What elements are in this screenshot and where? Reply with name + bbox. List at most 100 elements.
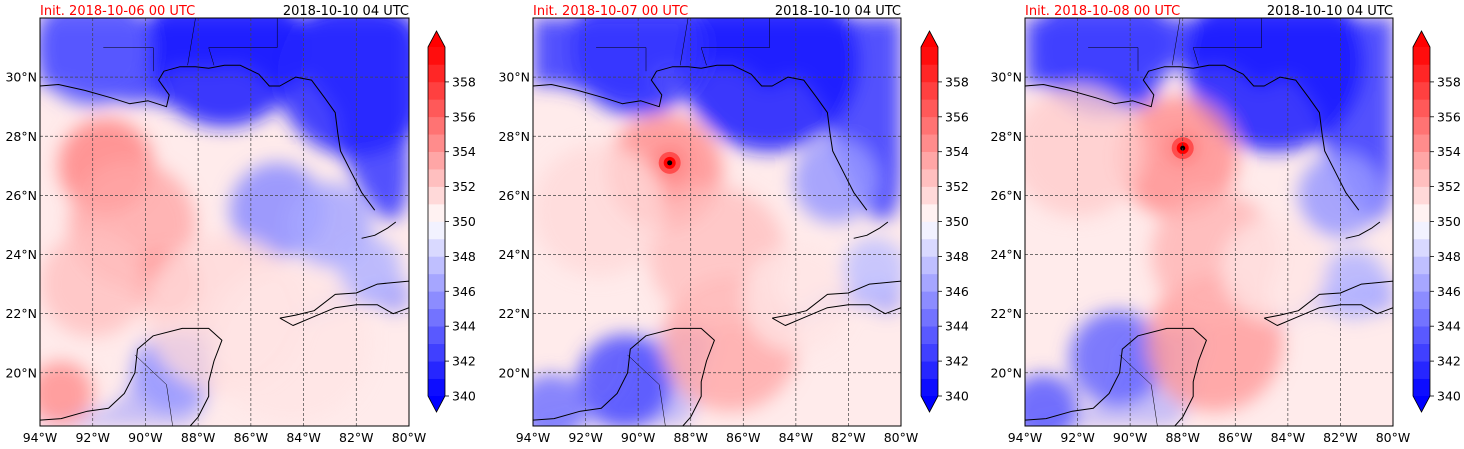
latitude-tick-label: 30°N xyxy=(498,70,530,85)
colorbar-segment xyxy=(428,326,445,344)
colorbar-segment xyxy=(428,134,445,152)
longitude-tick-label: 84°W xyxy=(779,430,814,445)
colorbar-segment xyxy=(1413,151,1430,170)
panel-2-valid-label: 2018-10-10 04 UTC xyxy=(775,4,901,19)
panel-3-colorbar: 340 342 344 346 348 350 352 354 356 358 xyxy=(1412,30,1461,413)
colorbar-extend-high xyxy=(1413,31,1430,47)
colorbar-segment xyxy=(1413,256,1430,275)
panel-3-longitude-axis: 94°W 92°W 90°W 88°W 86°W 84°W 82°W 80°W xyxy=(1008,430,1411,445)
colorbar-segment xyxy=(1413,47,1430,65)
longitude-tick-label: 84°W xyxy=(1271,430,1306,445)
colorbar-tick-label: 352 xyxy=(1437,179,1461,194)
panel-3-map-area xyxy=(1024,17,1394,427)
colorbar-segment xyxy=(1413,291,1430,310)
colorbar-segment xyxy=(428,116,445,135)
colorbar-extend-low xyxy=(1413,396,1430,412)
colorbar-extend-high xyxy=(921,31,938,47)
colorbar-segment xyxy=(921,221,938,240)
colorbar-segment xyxy=(921,116,938,135)
longitude-tick-label: 86°W xyxy=(726,430,761,445)
longitude-tick-label: 92°W xyxy=(568,430,603,445)
colorbar-tick-label: 354 xyxy=(452,144,476,159)
storm-eye xyxy=(667,160,673,166)
colorbar-tick-label: 340 xyxy=(1437,389,1461,404)
panel-1-latitude-axis: 20°N 22°N 24°N 26°N 28°N 30°N xyxy=(5,70,37,381)
colorbar-tick-label: 358 xyxy=(1437,74,1461,89)
colorbar-segment xyxy=(428,308,445,327)
colorbar-tick-label: 340 xyxy=(452,389,476,404)
longitude-tick-label: 80°W xyxy=(392,430,427,445)
colorbar-tick-label: 352 xyxy=(945,179,969,194)
colorbar-extend-low xyxy=(428,396,445,412)
longitude-tick-label: 90°W xyxy=(1113,430,1148,445)
colorbar-segment xyxy=(428,47,445,65)
colorbar-segment xyxy=(921,204,938,222)
map-frame xyxy=(1024,17,1394,427)
longitude-tick-label: 92°W xyxy=(1060,430,1095,445)
latitude-tick-label: 26°N xyxy=(5,188,37,203)
colorbar-segment xyxy=(1413,273,1430,292)
colorbar-segment xyxy=(428,238,445,257)
latitude-tick-label: 22°N xyxy=(990,306,1022,321)
colorbar-segment xyxy=(428,204,445,222)
panel-2-map-area xyxy=(532,17,902,427)
map-frame xyxy=(39,17,410,427)
longitude-tick-label: 90°W xyxy=(621,430,656,445)
colorbar-tick-label: 356 xyxy=(945,109,969,124)
colorbar-tick-label: 340 xyxy=(945,389,969,404)
colorbar-tick-label: 346 xyxy=(1437,284,1461,299)
coastlines xyxy=(533,18,901,426)
colorbar-segment xyxy=(428,378,445,397)
colorbar-segment xyxy=(428,151,445,170)
colorbar-tick-label: 358 xyxy=(452,74,476,89)
latitude-tick-label: 24°N xyxy=(498,247,530,262)
latitude-tick-label: 22°N xyxy=(498,306,530,321)
map-frame xyxy=(532,17,902,427)
longitude-tick-label: 88°W xyxy=(1165,430,1200,445)
colorbar-segment xyxy=(921,256,938,275)
colorbar-segment xyxy=(428,221,445,240)
colorbar-segment xyxy=(428,64,445,83)
colorbar-segment xyxy=(921,81,938,100)
longitude-tick-label: 94°W xyxy=(23,430,58,445)
latitude-tick-label: 24°N xyxy=(990,247,1022,262)
colorbar-segment xyxy=(428,273,445,292)
colorbar-tick-label: 350 xyxy=(945,214,969,229)
longitude-tick-label: 94°W xyxy=(1008,430,1043,445)
colorbar-segment xyxy=(1413,134,1430,152)
colorbar-segment xyxy=(921,378,938,397)
colorbar-tick-label: 346 xyxy=(452,284,476,299)
colorbar-segment xyxy=(428,169,445,187)
colorbar-segment xyxy=(1413,204,1430,222)
colorbar-segment xyxy=(921,238,938,257)
longitude-tick-label: 94°W xyxy=(516,430,551,445)
colorbar-segment xyxy=(921,151,938,170)
graticule xyxy=(40,18,409,426)
colorbar-tick-label: 348 xyxy=(452,249,476,264)
colorbar-segment xyxy=(428,99,445,118)
panel-2-colorbar: 340 342 344 346 348 350 352 354 356 358 xyxy=(920,30,969,413)
longitude-tick-label: 82°W xyxy=(1323,430,1358,445)
colorbar-segment xyxy=(921,134,938,152)
colorbar-segment xyxy=(921,308,938,327)
colorbar-extend-high xyxy=(428,31,445,47)
latitude-tick-label: 26°N xyxy=(498,188,530,203)
colorbar-tick-label: 354 xyxy=(1437,144,1461,159)
map-panel-2: Init. 2018-10-07 00 UTC 2018-10-10 04 UT… xyxy=(498,4,969,445)
colorbar-segment xyxy=(428,291,445,310)
panel-3-init-label: Init. 2018-10-08 00 UTC xyxy=(1025,4,1180,19)
graticule xyxy=(1025,18,1393,426)
longitude-tick-label: 92°W xyxy=(75,430,110,445)
latitude-tick-label: 22°N xyxy=(5,306,37,321)
longitude-tick-label: 86°W xyxy=(234,430,269,445)
colorbar-tick-label: 358 xyxy=(945,74,969,89)
colorbar-segment xyxy=(428,256,445,275)
latitude-tick-label: 28°N xyxy=(498,129,530,144)
panel-2-longitude-axis: 94°W 92°W 90°W 88°W 86°W 84°W 82°W 80°W xyxy=(516,430,919,445)
map-panel-1: Init. 2018-10-06 00 UTC 2018-10-10 04 UT… xyxy=(5,4,476,445)
colorbar-segment xyxy=(921,361,938,379)
panel-3-valid-label: 2018-10-10 04 UTC xyxy=(1267,4,1393,19)
colorbar-segment xyxy=(1413,308,1430,327)
colorbar-tick-label: 348 xyxy=(945,249,969,264)
